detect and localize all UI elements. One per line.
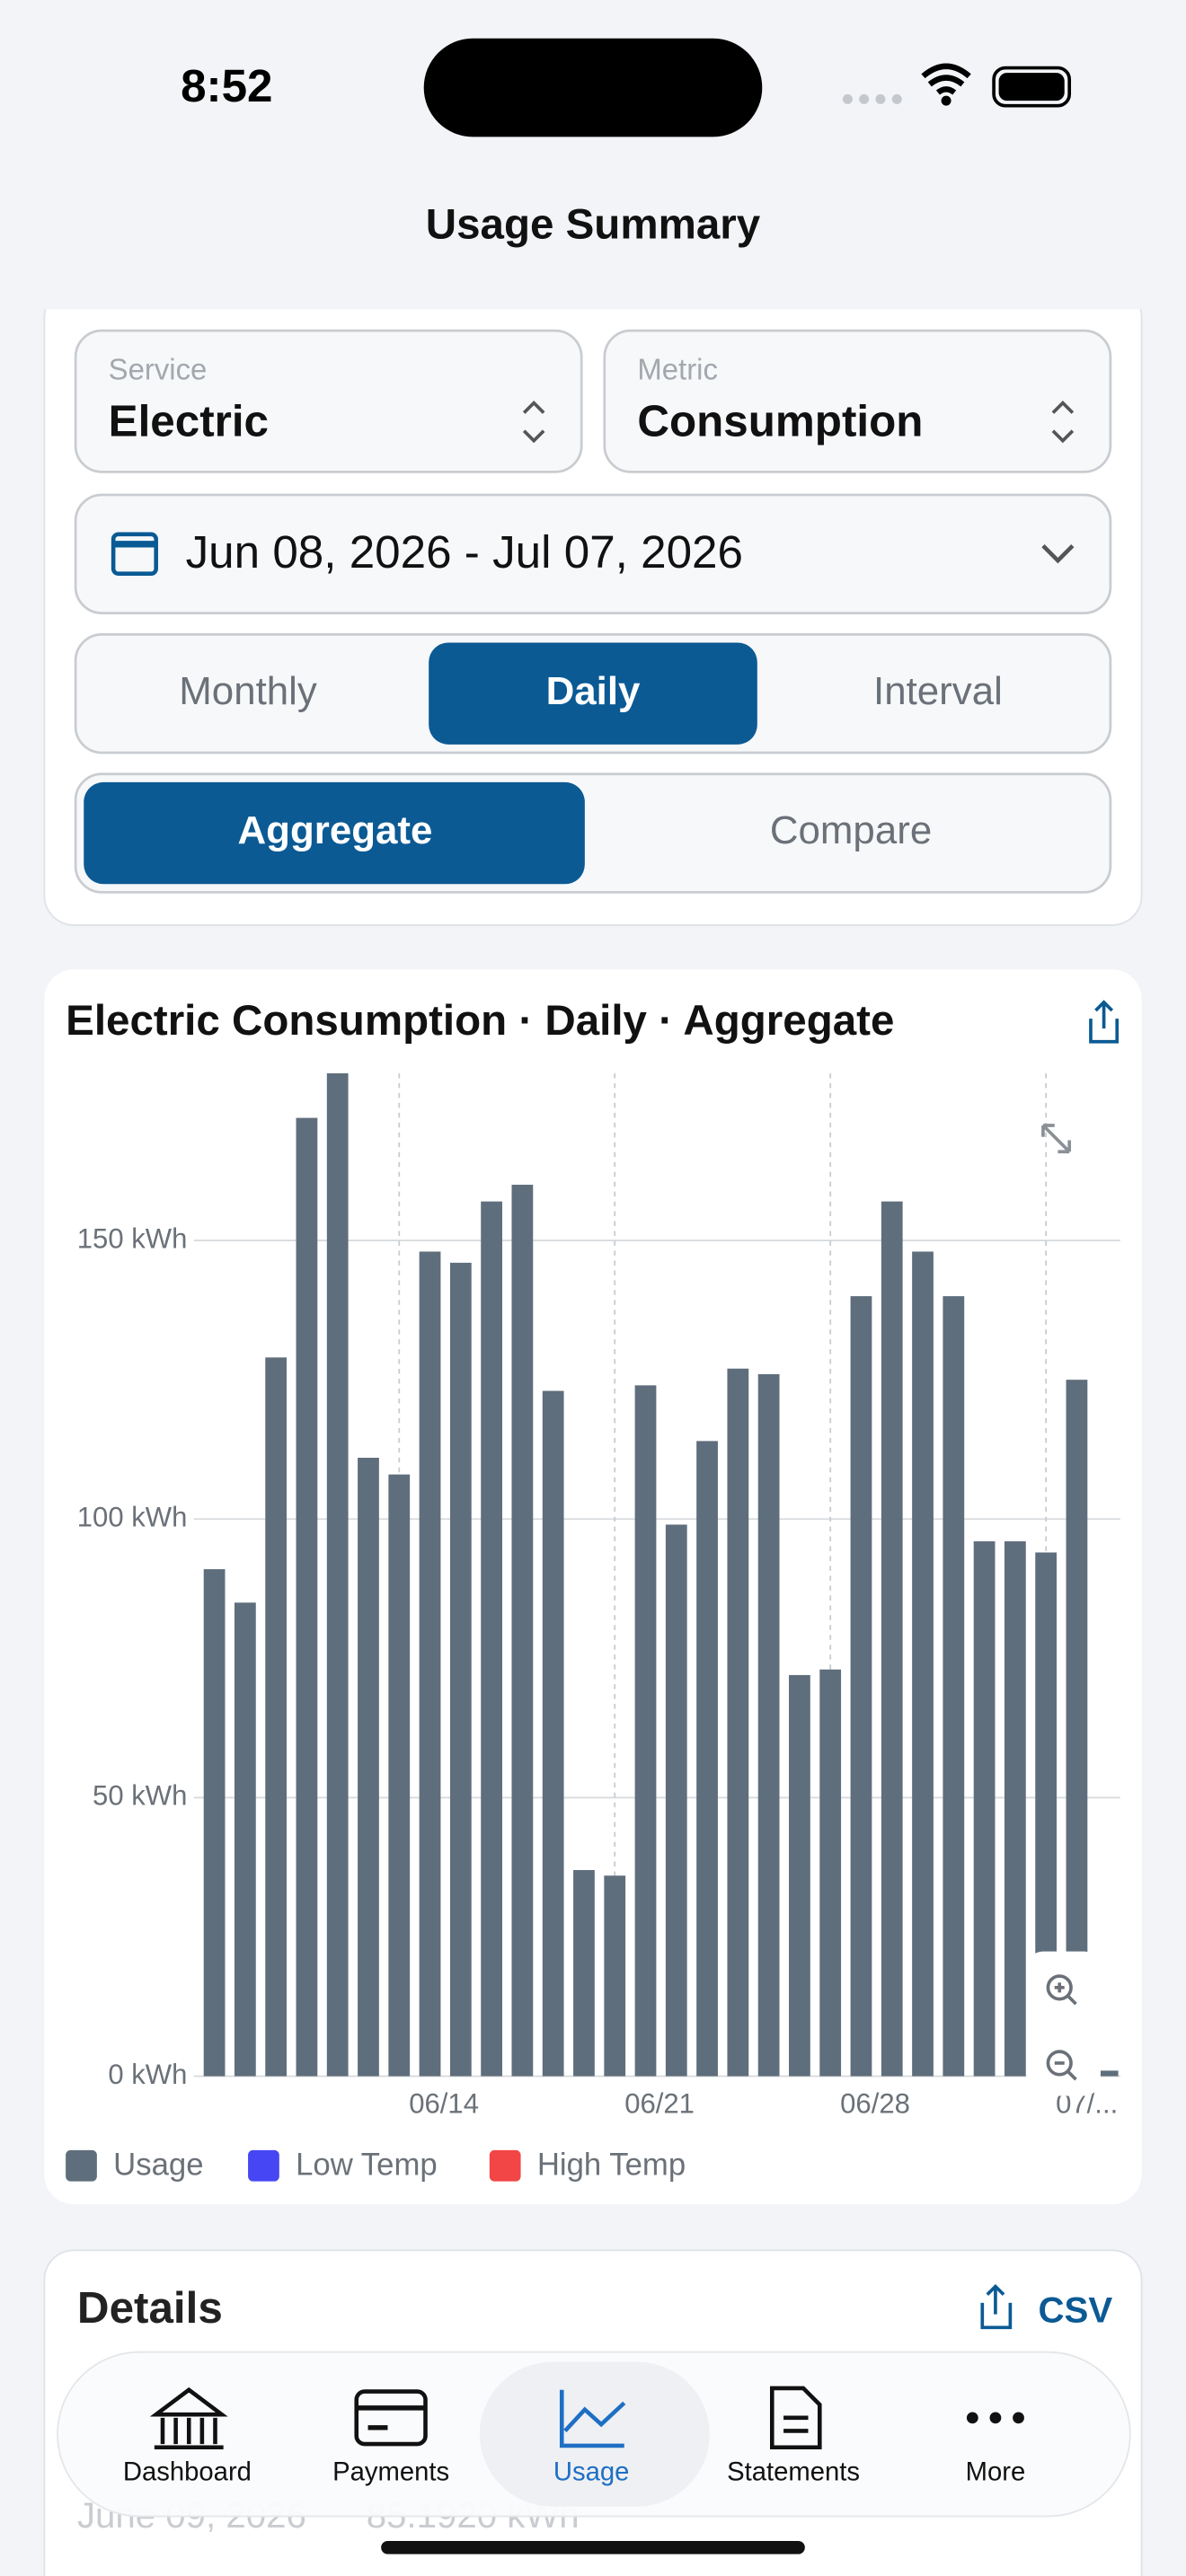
home-indicator bbox=[381, 2540, 805, 2554]
y-tick-label: 50 kWh bbox=[93, 1780, 187, 1812]
bar bbox=[757, 1373, 780, 2077]
tab-label[interactable]: Usage bbox=[553, 2458, 630, 2487]
wifi bbox=[921, 63, 971, 95]
tab-label[interactable]: Statements bbox=[727, 2458, 860, 2487]
zoom-out-icon bbox=[1054, 2061, 1077, 2081]
dashboard-icon bbox=[149, 2386, 228, 2450]
bar bbox=[265, 1357, 288, 2077]
service-value: Electric bbox=[109, 396, 269, 446]
bar bbox=[819, 1669, 842, 2077]
bar bbox=[943, 1296, 965, 2077]
header-fade bbox=[0, 266, 1186, 310]
legend-label: Low Temp bbox=[296, 2148, 438, 2182]
bar bbox=[358, 1457, 379, 2077]
zoom-in[interactable] bbox=[1046, 1974, 1073, 2001]
bar bbox=[419, 1251, 441, 2077]
tab-label[interactable]: Dashboard bbox=[123, 2458, 252, 2487]
bar bbox=[1066, 1380, 1088, 2077]
bar bbox=[912, 1251, 934, 2077]
service-label: Service bbox=[109, 353, 208, 386]
bar bbox=[727, 1368, 749, 2077]
battery bbox=[992, 66, 1072, 108]
selected-tab-bg bbox=[479, 2361, 710, 2507]
share-icon[interactable] bbox=[1089, 1000, 1120, 1044]
legend-swatch bbox=[489, 2149, 521, 2182]
details-title: Details bbox=[77, 2283, 223, 2333]
bar bbox=[881, 1201, 903, 2077]
bar bbox=[789, 1674, 810, 2077]
bar bbox=[1004, 1541, 1026, 2077]
calendar-icon bbox=[111, 532, 158, 576]
zoom-in-icon bbox=[1054, 1982, 1077, 2006]
y-tick-label: 100 kWh bbox=[77, 1501, 188, 1532]
payments-icon bbox=[356, 2405, 426, 2430]
metric-select[interactable] bbox=[603, 329, 1112, 473]
tab-label[interactable]: Payments bbox=[332, 2458, 449, 2487]
legend-swatch bbox=[248, 2149, 279, 2182]
usage-icon bbox=[559, 2389, 626, 2448]
bar bbox=[388, 1474, 411, 2077]
zoom-out[interactable] bbox=[1046, 2050, 1073, 2077]
more-icon bbox=[966, 2412, 1024, 2424]
y-tick-label: 150 kWh bbox=[77, 1222, 188, 1254]
battery-level bbox=[998, 73, 1065, 101]
bar bbox=[203, 1569, 226, 2077]
bar bbox=[542, 1390, 564, 2077]
date-range: Jun 08, 2026 - Jul 07, 2026 bbox=[186, 526, 743, 578]
csv-button[interactable]: CSV bbox=[1038, 2289, 1112, 2330]
bar bbox=[449, 1262, 472, 2077]
wifi-dot bbox=[941, 95, 951, 106]
legend-label: High Temp bbox=[537, 2148, 686, 2182]
period-option[interactable]: Monthly bbox=[179, 669, 317, 713]
legend-swatch bbox=[66, 2149, 97, 2182]
x-tick-label: 06/21 bbox=[624, 2088, 695, 2120]
period-option[interactable]: Daily bbox=[546, 669, 641, 713]
selected-segment bbox=[429, 642, 757, 745]
service-select[interactable] bbox=[74, 329, 583, 473]
bar bbox=[234, 1602, 256, 2077]
bar bbox=[296, 1117, 318, 2077]
bar bbox=[604, 1875, 626, 2077]
tab-label[interactable]: More bbox=[966, 2458, 1026, 2487]
payments-icon bbox=[354, 2389, 428, 2447]
y-tick-label: 0 kWh bbox=[108, 2059, 187, 2090]
chevrons bbox=[522, 400, 545, 444]
bar bbox=[573, 1870, 595, 2077]
bar bbox=[511, 1185, 534, 2077]
date-picker[interactable] bbox=[74, 493, 1112, 614]
bar bbox=[1035, 1552, 1058, 2077]
chevron-down bbox=[1041, 544, 1075, 564]
bar bbox=[850, 1296, 872, 2077]
bar bbox=[696, 1441, 718, 2077]
export-icon bbox=[980, 2283, 1013, 2330]
bar bbox=[481, 1201, 502, 2077]
bar bbox=[665, 1524, 687, 2077]
expand-icon[interactable] bbox=[1041, 1124, 1072, 1154]
bar bbox=[326, 1072, 349, 2077]
metric-label: Metric bbox=[637, 353, 718, 386]
metric-value: Consumption bbox=[637, 396, 923, 446]
plot: 0 kWh 50 kWh 100 kWh 150 kWh 06/14 06/21 06/28… bbox=[77, 1072, 1120, 2120]
legend: Usage Low Temp High Temp bbox=[66, 2148, 686, 2182]
bar bbox=[1096, 2070, 1119, 2077]
period-option[interactable]: Interval bbox=[873, 669, 1003, 713]
dynamic-island bbox=[423, 38, 763, 137]
status-time: 8:52 bbox=[181, 60, 272, 111]
bar bbox=[973, 1541, 996, 2077]
selected-segment bbox=[84, 781, 585, 885]
screen-title: Usage Summary bbox=[426, 201, 761, 249]
view-option[interactable]: Compare bbox=[770, 808, 932, 852]
legend-label: Usage bbox=[113, 2148, 203, 2182]
chart-title: Electric Consumption · Daily · Aggregate bbox=[66, 997, 894, 1045]
statements-icon bbox=[769, 2386, 822, 2450]
view-option[interactable]: Aggregate bbox=[238, 808, 433, 852]
x-tick-label: 06/14 bbox=[409, 2088, 479, 2120]
zoom-controls bbox=[1026, 1951, 1101, 2096]
chevrons bbox=[1051, 400, 1075, 444]
bar bbox=[634, 1385, 657, 2077]
signal bbox=[842, 93, 902, 104]
x-tick-label: 06/28 bbox=[840, 2088, 910, 2120]
